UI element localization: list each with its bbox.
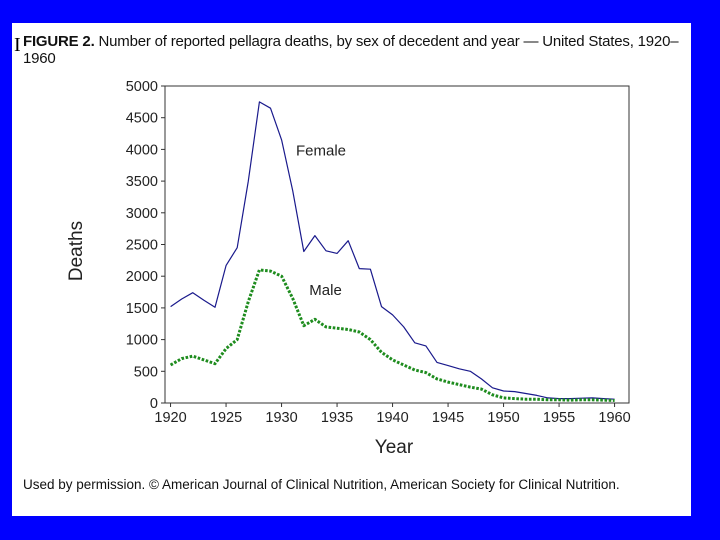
figure-label: FIGURE 2. <box>23 33 95 50</box>
x-tick-label: 1940 <box>376 410 408 426</box>
female-series-line <box>170 101 615 400</box>
x-tick-label: 1935 <box>321 410 353 426</box>
y-tick-label: 0 <box>150 396 158 412</box>
female-series-label: Female <box>296 143 346 160</box>
slide-corner-letter: I <box>14 34 21 56</box>
figure-title: FIGURE 2. Number of reported pellagra de… <box>23 33 683 67</box>
series-layer <box>169 101 615 402</box>
y-axis-label: Deaths <box>66 221 87 281</box>
x-tick-label: 1930 <box>265 410 297 426</box>
y-tick-label: 1000 <box>126 333 158 349</box>
y-tick-label: 2000 <box>126 269 158 285</box>
y-tick-label: 5000 <box>126 79 158 95</box>
x-tick-label: 1920 <box>154 410 186 426</box>
y-axis-ticks: 0 500 1000 1500 2000 2500 3000 3500 4000 4500 5000 <box>126 79 165 412</box>
x-tick-label: 1925 <box>210 410 242 426</box>
y-tick-label: 3500 <box>126 174 158 190</box>
y-tick-label: 1500 <box>126 301 158 317</box>
male-series-line <box>169 268 615 402</box>
series-labels: Female Male <box>296 143 346 299</box>
x-tick-label: 1950 <box>487 410 519 426</box>
figure-title-text: Number of reported pellagra deaths, by s… <box>23 33 679 67</box>
credit-line: Used by permission. © American Journal o… <box>23 477 620 492</box>
male-series-label: Male <box>309 282 342 299</box>
x-axis-ticks: 1920 1925 1930 1935 1940 1945 1950 1955 1960 <box>154 403 631 426</box>
y-tick-label: 500 <box>134 364 158 380</box>
y-tick-label: 4000 <box>126 142 158 158</box>
pellagra-deaths-chart: 0 500 1000 1500 2000 2500 3000 3500 4000 4500 5000… <box>66 79 631 458</box>
plot-frame <box>164 85 630 404</box>
x-tick-label: 1945 <box>432 410 464 426</box>
x-axis-label: Year <box>375 437 414 458</box>
x-tick-label: 1960 <box>598 410 630 426</box>
slide: I FIGURE 2. Number of reported pellagra … <box>12 23 691 516</box>
y-tick-label: 4500 <box>126 111 158 127</box>
x-tick-label: 1955 <box>543 410 575 426</box>
y-tick-label: 2500 <box>126 238 158 254</box>
y-tick-label: 3000 <box>126 206 158 222</box>
